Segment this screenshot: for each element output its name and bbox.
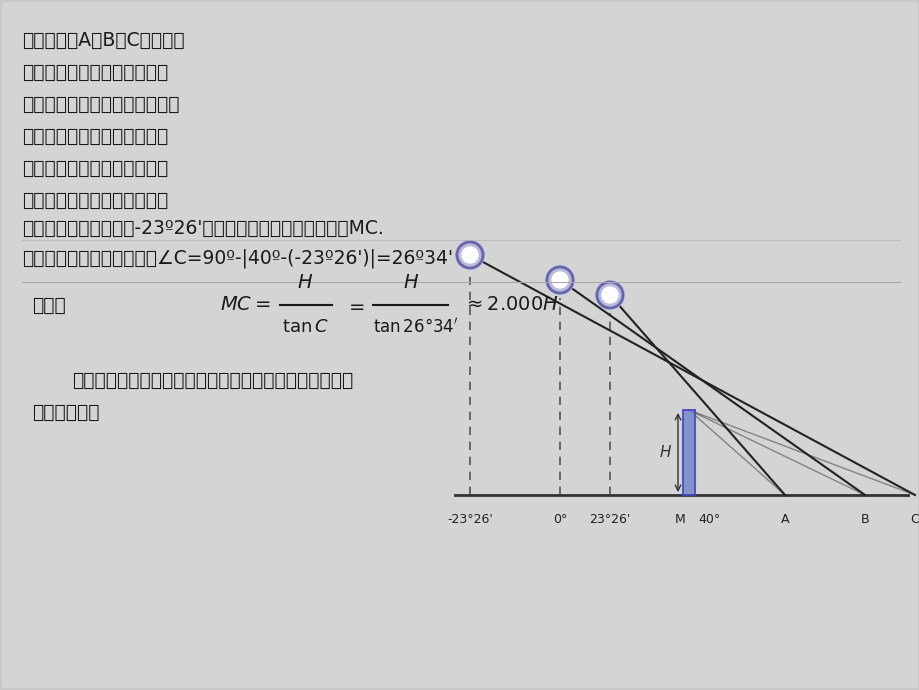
Text: 两倍的间距。: 两倍的间距。 <box>32 402 99 422</box>
Text: 40°: 40° <box>698 513 720 526</box>
Text: 解：如图，A、B、C分别太阳: 解：如图，A、B、C分别太阳 <box>22 30 185 50</box>
Circle shape <box>601 287 618 303</box>
Text: 阳直射南回归线的情况考虑，: 阳直射南回归线的情况考虑， <box>22 190 168 210</box>
Circle shape <box>456 241 483 269</box>
Text: $\tan C$: $\tan C$ <box>281 318 328 336</box>
Text: M: M <box>674 513 685 526</box>
Text: 此时的太阳直射纬度为-23º26'，依题意两楼的间距应不小于MC.: 此时的太阳直射纬度为-23º26'，依题意两楼的间距应不小于MC. <box>22 219 383 237</box>
Text: 所以，: 所以， <box>32 295 65 315</box>
Text: 线时，楼顶在地面上的投影点，: 线时，楼顶在地面上的投影点， <box>22 95 179 113</box>
Circle shape <box>461 247 478 263</box>
Text: B: B <box>860 513 868 526</box>
Text: H: H <box>659 445 670 460</box>
Text: 直射北回归线、赤道、南回归: 直射北回归线、赤道、南回归 <box>22 63 168 81</box>
Text: 23°26': 23°26' <box>589 513 630 526</box>
Circle shape <box>551 272 567 288</box>
Bar <box>682 410 694 495</box>
Text: C: C <box>910 513 918 526</box>
Text: 0°: 0° <box>552 513 567 526</box>
Text: $MC=$: $MC=$ <box>220 295 270 315</box>
Text: $\tan 26°34'$: $\tan 26°34'$ <box>373 317 459 337</box>
Text: $\approx 2.000H$: $\approx 2.000H$ <box>462 295 559 315</box>
Text: -23°26': -23°26' <box>447 513 493 526</box>
Text: 不被前面的楼房遮挡，应取太: 不被前面的楼房遮挡，应取太 <box>22 159 168 177</box>
Text: 要使新楼一层正午的太阳全年: 要使新楼一层正午的太阳全年 <box>22 126 168 146</box>
Text: $=$: $=$ <box>345 295 365 315</box>
Circle shape <box>545 266 573 294</box>
Circle shape <box>596 281 623 309</box>
Text: $H$: $H$ <box>403 273 419 293</box>
Text: 即在盖楼时，为使后楼不被前楼遮挡，要留出相当于楼高: 即在盖楼时，为使后楼不被前楼遮挡，要留出相当于楼高 <box>72 371 353 389</box>
Text: $H$: $H$ <box>297 273 312 293</box>
Text: 根据太阳高度角的定义，有∠C=90º-|40º-(-23º26')|=26º34': 根据太阳高度角的定义，有∠C=90º-|40º-(-23º26')|=26º34… <box>22 248 452 268</box>
Text: A: A <box>780 513 789 526</box>
